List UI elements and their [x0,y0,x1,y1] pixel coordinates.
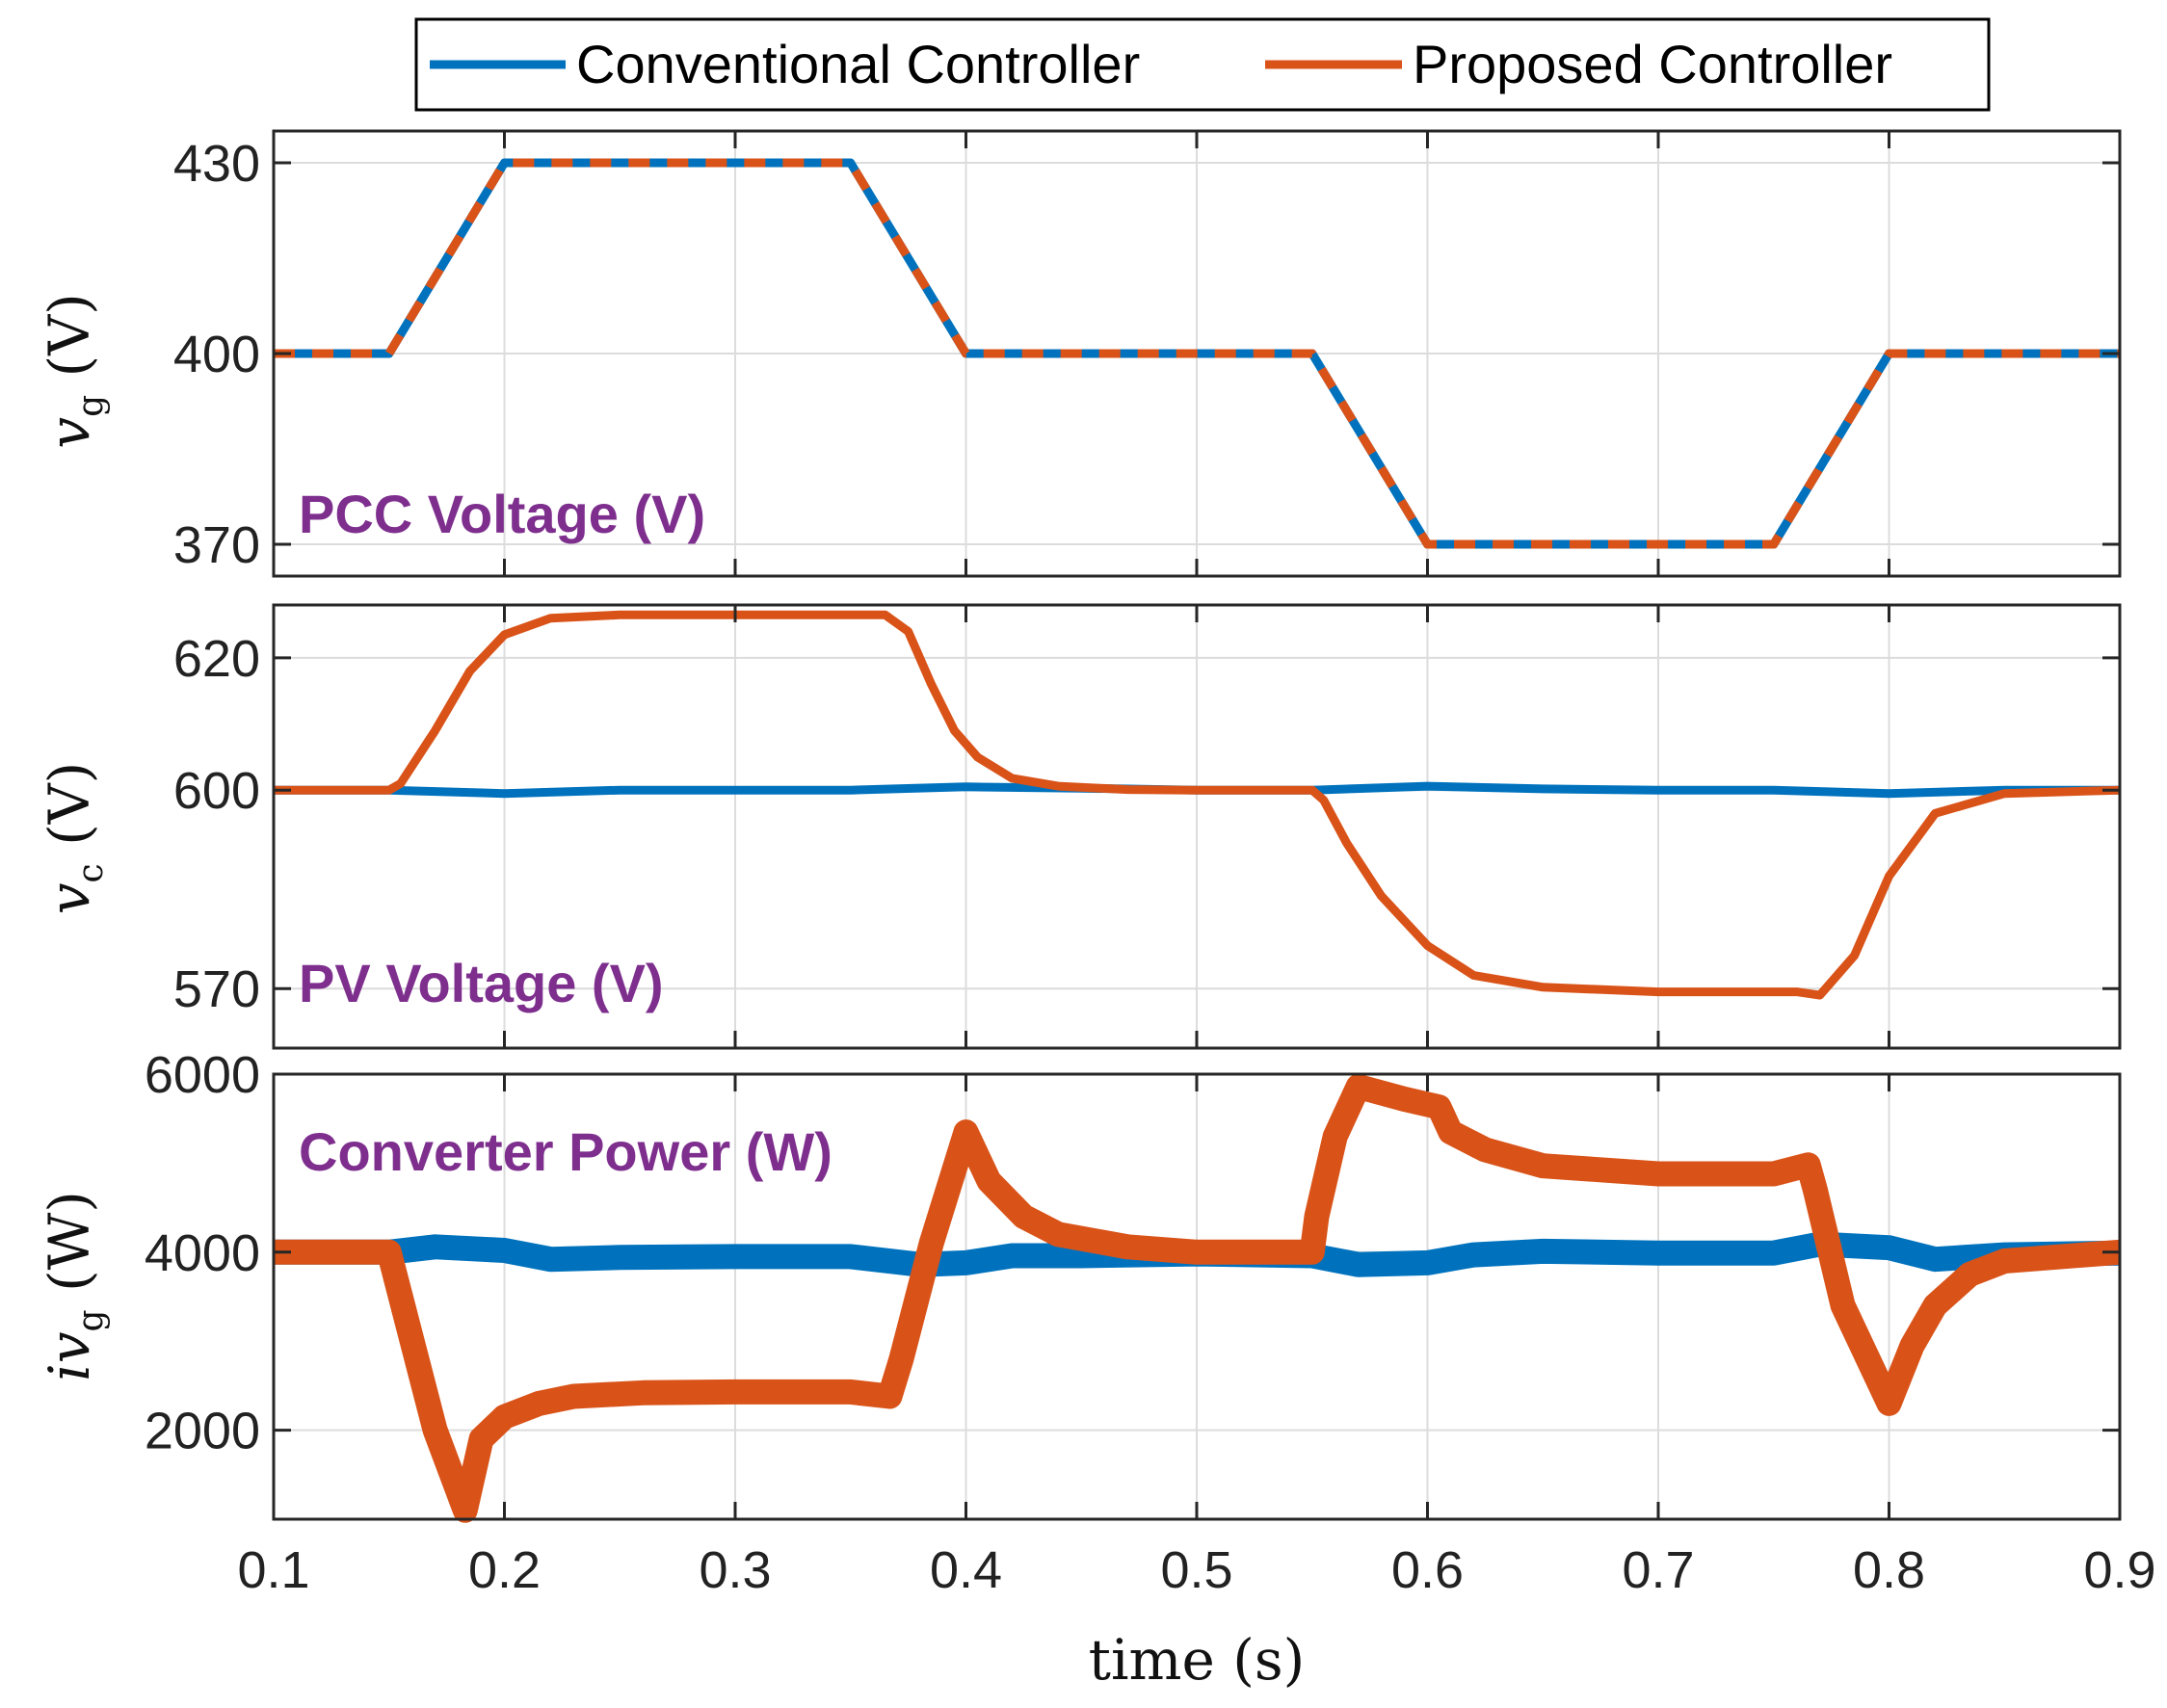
svg-text:vg (V): vg (V) [37,293,111,448]
x-axis-ticks: 0.1 0.2 0.3 0.4 0.5 0.6 0.7 0.8 0.9 [237,1541,2155,1599]
x-tick-label: 0.3 [699,1541,771,1599]
panel-converter-power: Converter Power (W) 2000 4000 6000 ivg (W) [37,1046,2122,1523]
x-tick-label: 0.2 [468,1541,541,1599]
y-tick-label: 430 [173,135,260,193]
y-tick-label: 370 [173,516,260,574]
y-axis-label-symbol: iv [37,1331,102,1381]
panel-annotation-converter-power: Converter Power (W) [299,1121,832,1182]
series-line-proposed [274,158,2120,549]
y-axis-label-subscript: g [71,1309,111,1331]
y-axis-label-unit: (V) [37,293,102,377]
y-axis-label-subscript: g [71,395,111,417]
y-axis-label: vg (V) [37,293,111,448]
x-axis-label: time (s) [1089,1627,1306,1693]
y-tick-label: 400 [173,326,260,383]
x-tick-label: 0.4 [930,1541,1002,1599]
panel-pv-voltage: PV Voltage (V) 570 600 620 vc (V) [37,603,2122,1050]
x-tick-label: 0.8 [1853,1541,1925,1599]
y-axis-label-subscript: c [71,863,111,882]
x-tick-label: 0.5 [1160,1541,1232,1599]
y-tick-label: 570 [173,960,260,1018]
x-tick-label: 0.9 [2083,1541,2155,1599]
x-tick-label: 0.7 [1622,1541,1694,1599]
y-axis-label: vc (V) [37,762,111,915]
y-tick-label: 600 [173,762,260,820]
y-tick-label: 2000 [145,1403,260,1460]
y-axis-label: ivg (W) [37,1191,111,1381]
svg-text:ivg (W): ivg (W) [37,1191,111,1381]
y-tick-label: 6000 [145,1046,260,1104]
x-tick-label: 0.6 [1391,1541,1464,1599]
legend: Conventional Controller Proposed Control… [414,17,1991,112]
x-tick-label: 0.1 [237,1541,309,1599]
legend-label-conventional: Conventional Controller [576,34,1140,94]
panel-annotation-pcc-voltage: PCC Voltage (V) [299,484,705,544]
legend-box [414,17,1991,112]
series-line-proposed [274,1073,2121,1523]
panel-pcc-voltage: PCC Voltage (V) 370 400 430 vg (V) [37,129,2122,578]
panel-annotation-pv-voltage: PV Voltage (V) [299,953,664,1013]
y-tick-label: 4000 [145,1224,260,1282]
y-tick-label: 620 [173,630,260,688]
series-line-proposed [274,610,2121,1000]
legend-label-proposed: Proposed Controller [1413,34,1892,94]
y-axis-label-symbol: v [37,417,102,449]
y-axis-label-unit: (V) [37,762,102,846]
y-axis-label-symbol: v [37,882,102,914]
y-axis-label-unit: (W) [37,1191,102,1292]
svg-text:vc (V): vc (V) [37,762,111,915]
